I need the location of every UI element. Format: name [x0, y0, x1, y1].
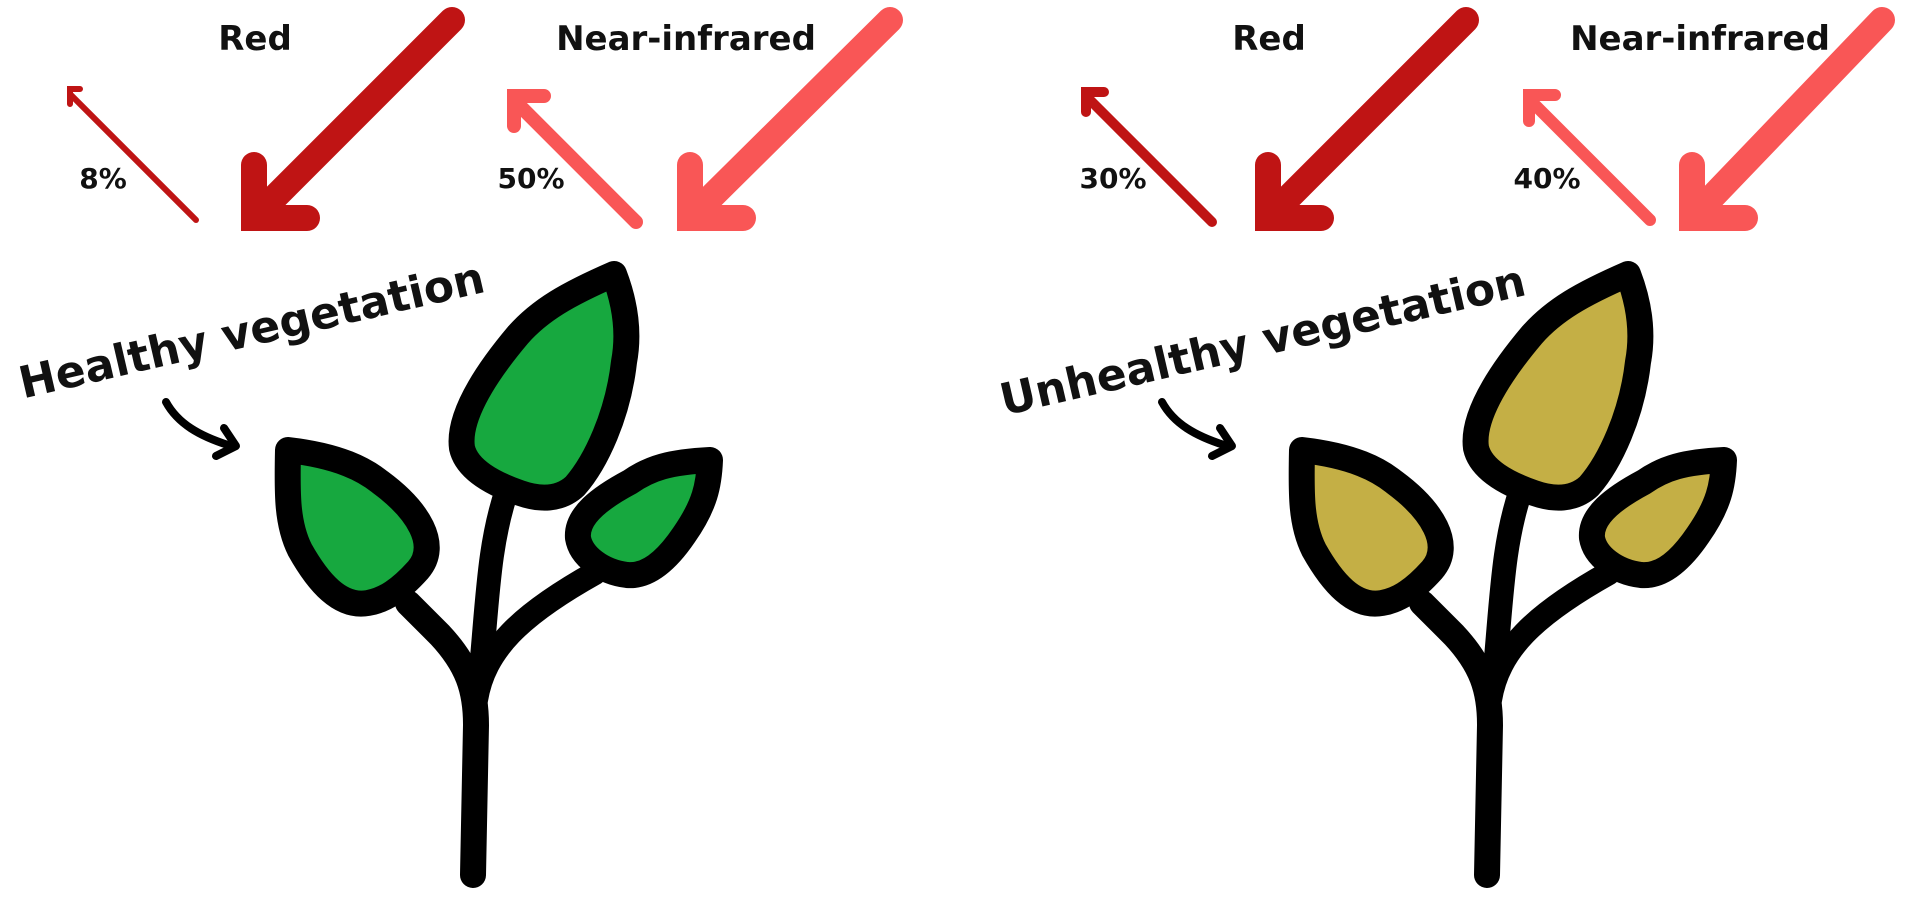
nir-incoming-arrow	[1679, 7, 1895, 231]
nir-reflectance-value: 40%	[1513, 162, 1580, 195]
red-band-label: Red	[218, 19, 292, 59]
pointer-arrow	[162, 398, 232, 449]
leaf-right	[1578, 447, 1737, 589]
leaf-right	[564, 447, 723, 589]
red-reflectance-value: 30%	[1079, 162, 1146, 195]
leaf-left	[1288, 437, 1454, 617]
leaf-left	[274, 437, 440, 617]
red-incoming-arrow	[1255, 7, 1479, 231]
unhealthy-plant	[1288, 261, 1737, 888]
nir-reflected-arrow	[507, 89, 643, 229]
pointer-arrow-head	[212, 424, 240, 460]
nir-reflectance-value: 50%	[497, 162, 564, 195]
red-reflected-arrow	[67, 86, 199, 223]
panel-unhealthy: Red 30% Near-infrared 40% Unhealthy vege…	[995, 7, 1895, 888]
red-reflected-arrow	[1081, 87, 1217, 227]
nir-band-label: Near-infrared	[556, 19, 816, 59]
red-reflectance-value: 8%	[79, 162, 127, 195]
nir-band-label: Near-infrared	[1570, 19, 1830, 59]
panel-title: Unhealthy vegetation	[995, 256, 1530, 427]
red-incoming-arrow	[241, 7, 465, 231]
red-band-label: Red	[1232, 19, 1306, 59]
healthy-plant	[274, 261, 723, 888]
panel-title: Healthy vegetation	[14, 252, 489, 409]
pointer-arrow	[1158, 398, 1228, 449]
leaf-top	[1462, 261, 1654, 511]
leaf-top	[448, 261, 640, 511]
pointer-arrow-head	[1208, 424, 1236, 460]
nir-reflected-arrow	[1523, 89, 1656, 226]
nir-incoming-arrow	[677, 7, 903, 231]
panel-healthy: Red 8% Near-infrared 50% Healthy vegetat…	[14, 7, 903, 888]
